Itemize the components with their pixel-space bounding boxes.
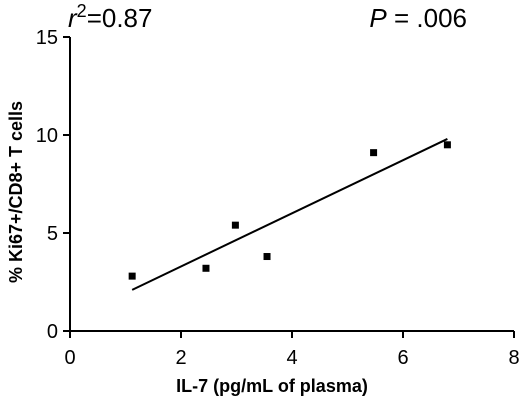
regression-line xyxy=(131,138,448,291)
r-superscript: 2 xyxy=(77,1,87,21)
y-tick-label: 5 xyxy=(47,223,58,245)
x-axis-title: IL-7 (pg/mL of plasma) xyxy=(176,376,368,396)
x-axis-ticks: 0 2 4 6 8 xyxy=(64,331,520,369)
data-point xyxy=(128,272,136,280)
data-points xyxy=(128,141,451,280)
data-point xyxy=(202,264,210,272)
x-tick-label: 2 xyxy=(175,347,186,369)
y-axis-title: % Ki67+/CD8+ T cells xyxy=(6,101,26,283)
data-point xyxy=(443,141,451,149)
y-tick-label: 10 xyxy=(36,125,58,147)
x-tick-label: 6 xyxy=(397,347,408,369)
y-tick-label: 15 xyxy=(36,27,58,49)
x-tick-label: 4 xyxy=(286,347,297,369)
r-symbol: r xyxy=(68,3,78,33)
r-squared-annotation: r2=0.87 xyxy=(68,1,152,33)
p-symbol: P xyxy=(369,3,387,33)
x-tick-label: 8 xyxy=(508,347,519,369)
r-squared-value: =0.87 xyxy=(87,3,153,33)
data-point xyxy=(370,149,378,157)
y-axis-ticks: 0 5 10 15 xyxy=(36,27,70,343)
data-point xyxy=(263,253,271,261)
x-tick-label: 0 xyxy=(64,347,75,369)
p-value-annotation: P = .006 xyxy=(369,3,467,33)
p-value: = .006 xyxy=(387,3,467,33)
data-point xyxy=(231,221,239,229)
y-tick-label: 0 xyxy=(47,321,58,343)
